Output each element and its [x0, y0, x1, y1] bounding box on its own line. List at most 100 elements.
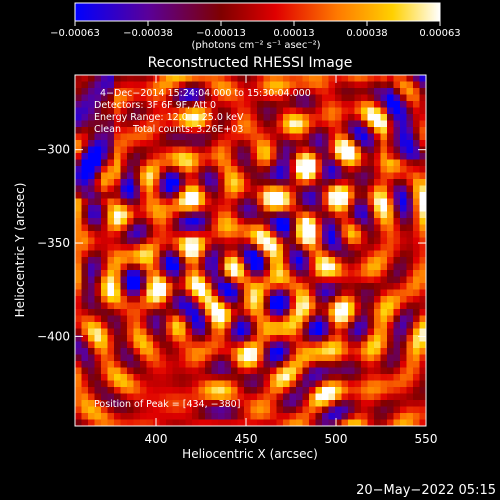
heatmap-cell	[354, 387, 362, 395]
heatmap-cell	[250, 302, 258, 310]
heatmap-cell	[289, 322, 297, 330]
heatmap-cell	[120, 413, 128, 421]
heatmap-cell	[179, 120, 187, 128]
heatmap-cell	[276, 354, 284, 362]
heatmap-cell	[393, 107, 401, 115]
heatmap-cell	[413, 94, 421, 102]
heatmap-cell	[263, 75, 271, 83]
heatmap-cell	[192, 348, 200, 356]
heatmap-cell	[263, 283, 271, 291]
heatmap-cell	[81, 231, 89, 239]
heatmap-cell	[185, 257, 193, 265]
heatmap-cell	[283, 367, 291, 375]
heatmap-cell	[101, 361, 109, 369]
heatmap-cell	[114, 413, 122, 421]
heatmap-cell	[283, 192, 291, 200]
heatmap-cell	[81, 153, 89, 161]
heatmap-cell	[81, 133, 89, 141]
heatmap-cell	[179, 283, 187, 291]
heatmap-cell	[374, 296, 382, 304]
heatmap-cell	[172, 231, 180, 239]
heatmap-cell	[185, 179, 193, 187]
heatmap-cell	[198, 270, 206, 278]
heatmap-cell	[419, 302, 426, 310]
heatmap-cell	[387, 296, 395, 304]
heatmap-cell	[146, 315, 154, 323]
heatmap-cell	[341, 114, 349, 122]
heatmap-cell	[367, 354, 375, 362]
heatmap-cell	[205, 218, 213, 226]
heatmap-cell	[244, 166, 252, 174]
heatmap-cell	[354, 146, 362, 154]
heatmap-cell	[270, 101, 278, 109]
heatmap-cell	[328, 179, 336, 187]
heatmap-cell	[296, 328, 304, 336]
heatmap-cell	[244, 387, 252, 395]
heatmap-cell	[348, 309, 356, 317]
heatmap-cell	[172, 146, 180, 154]
heatmap-cell	[127, 276, 135, 284]
heatmap-cell	[185, 81, 193, 89]
heatmap-cell	[302, 133, 310, 141]
heatmap-cell	[361, 211, 369, 219]
heatmap-cell	[289, 94, 297, 102]
heatmap-cell	[88, 289, 96, 297]
heatmap-cell	[413, 335, 421, 343]
heatmap-cell	[75, 296, 83, 304]
heatmap-cell	[309, 289, 317, 297]
heatmap-cell	[94, 192, 102, 200]
heatmap-cell	[315, 341, 323, 349]
heatmap-cell	[231, 192, 239, 200]
heatmap-cell	[211, 75, 219, 83]
heatmap-cell	[270, 250, 278, 258]
heatmap-cell	[81, 211, 89, 219]
heatmap-cell	[179, 380, 187, 388]
heatmap-cell	[289, 153, 297, 161]
heatmap-cell	[400, 296, 408, 304]
heatmap-cell	[263, 315, 271, 323]
heatmap-cell	[387, 81, 395, 89]
heatmap-cell	[302, 192, 310, 200]
heatmap-cell	[328, 413, 336, 421]
heatmap-cell	[315, 146, 323, 154]
heatmap-cell	[146, 159, 154, 167]
heatmap-cell	[322, 179, 330, 187]
heatmap-cell	[237, 94, 245, 102]
heatmap-cell	[250, 185, 258, 193]
heatmap-cell	[406, 367, 414, 375]
heatmap-cell	[185, 88, 193, 96]
heatmap-cell	[296, 166, 304, 174]
heatmap-cell	[380, 263, 388, 271]
heatmap-cell	[322, 289, 330, 297]
heatmap-cell	[75, 120, 83, 128]
heatmap-cell	[211, 146, 219, 154]
heatmap-cell	[107, 406, 115, 414]
heatmap-cell	[114, 81, 122, 89]
heatmap-cell	[328, 276, 336, 284]
heatmap-cell	[218, 367, 226, 375]
heatmap-cell	[302, 172, 310, 180]
heatmap-cell	[328, 296, 336, 304]
heatmap-cell	[263, 270, 271, 278]
heatmap-cell	[257, 374, 265, 382]
heatmap-cell	[101, 309, 109, 317]
heatmap-cell	[107, 127, 115, 135]
heatmap-cell	[114, 146, 122, 154]
heatmap-cell	[75, 341, 83, 349]
heatmap-cell	[179, 114, 187, 122]
heatmap-cell	[335, 159, 343, 167]
peak-position-label: Position of Peak = [434, −380]	[94, 399, 240, 410]
heatmap-cell	[263, 250, 271, 258]
heatmap-cell	[257, 127, 265, 135]
heatmap-cell	[341, 367, 349, 375]
heatmap-cell	[244, 179, 252, 187]
heatmap-cell	[419, 159, 426, 167]
heatmap-cell	[75, 211, 83, 219]
heatmap-cell	[270, 179, 278, 187]
heatmap-cell	[237, 211, 245, 219]
heatmap-cell	[309, 133, 317, 141]
heatmap-cell	[153, 276, 161, 284]
heatmap-cell	[361, 224, 369, 232]
heatmap-cell	[296, 296, 304, 304]
heatmap-cell	[211, 133, 219, 141]
